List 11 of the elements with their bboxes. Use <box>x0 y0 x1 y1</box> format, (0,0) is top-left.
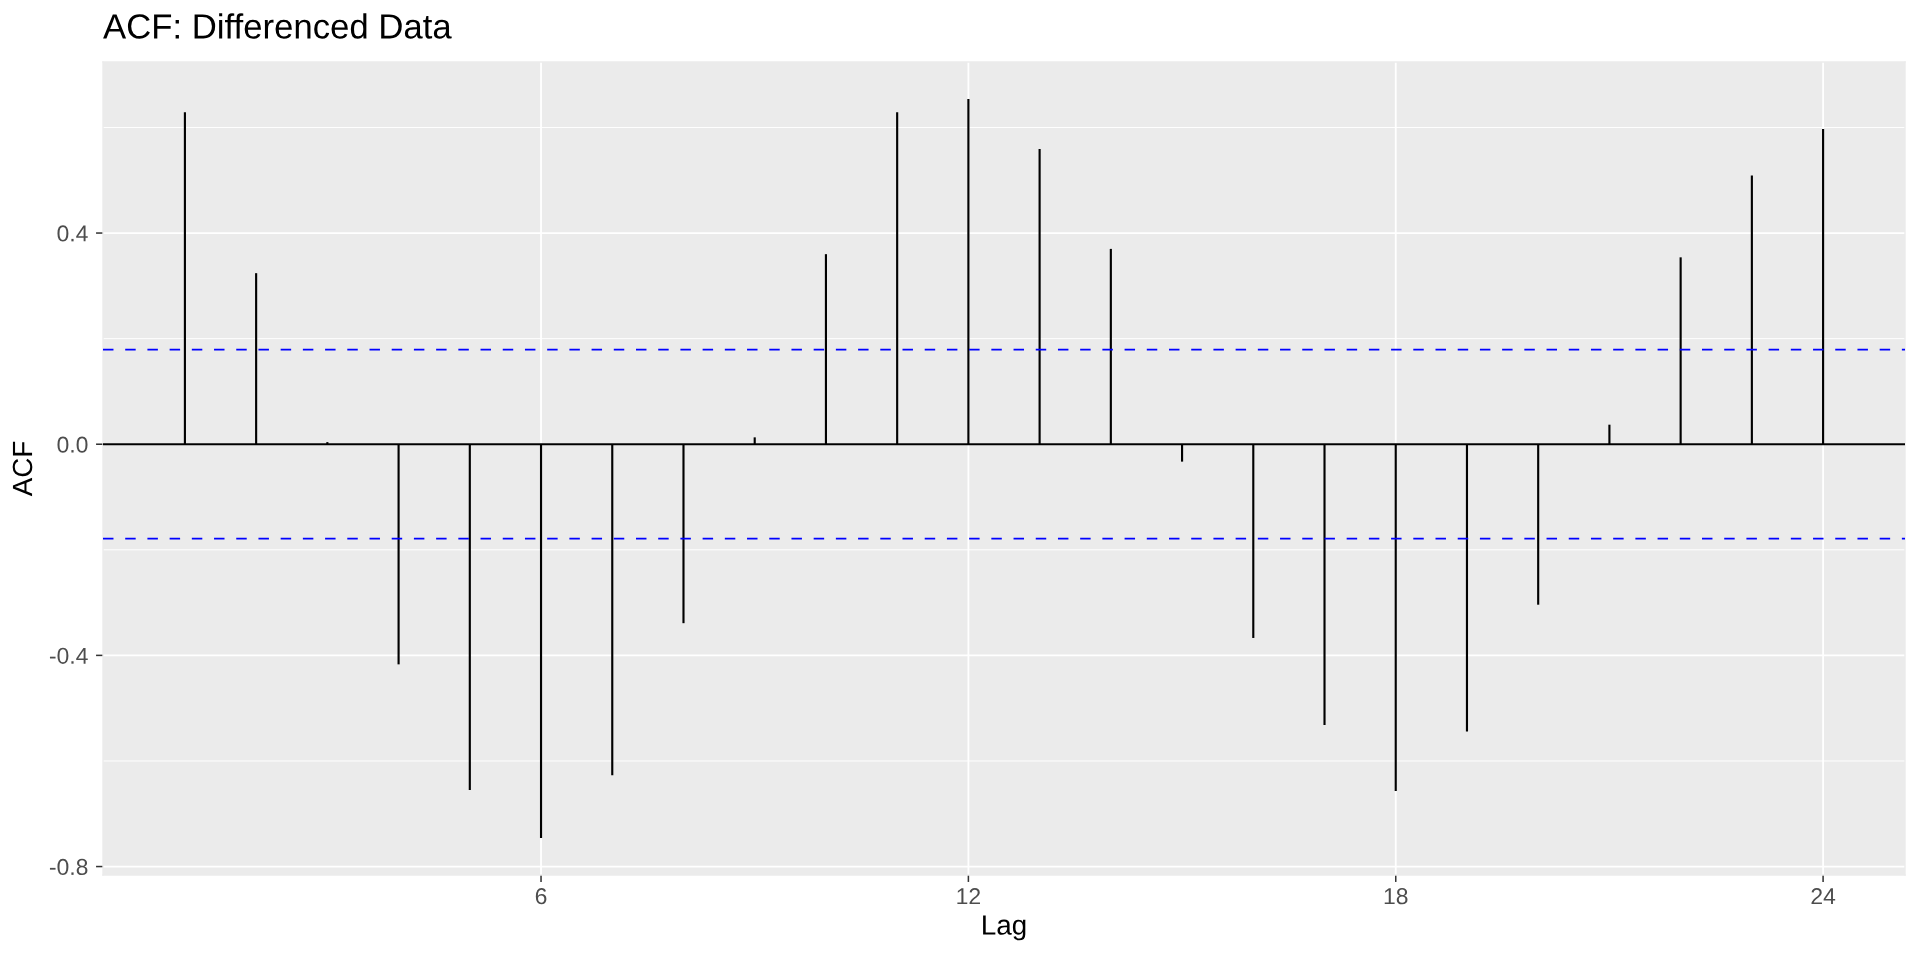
y-axis-title: ACF <box>12 441 33 497</box>
y-tick-label: -0.8 <box>49 858 88 876</box>
x-axis-title: Lag <box>983 915 1026 941</box>
x-tick-label: 12 <box>957 888 980 905</box>
x-tick-label: 6 <box>535 888 547 905</box>
chart-title: ACF: Differenced Data <box>103 13 452 39</box>
y-tick-label: 0.0 <box>57 436 88 453</box>
x-tick-label: 18 <box>1384 888 1408 905</box>
y-tick-label: -0.4 <box>49 647 88 664</box>
x-tick-label: 24 <box>1811 888 1836 905</box>
y-tick-label: 0.4 <box>57 225 88 242</box>
